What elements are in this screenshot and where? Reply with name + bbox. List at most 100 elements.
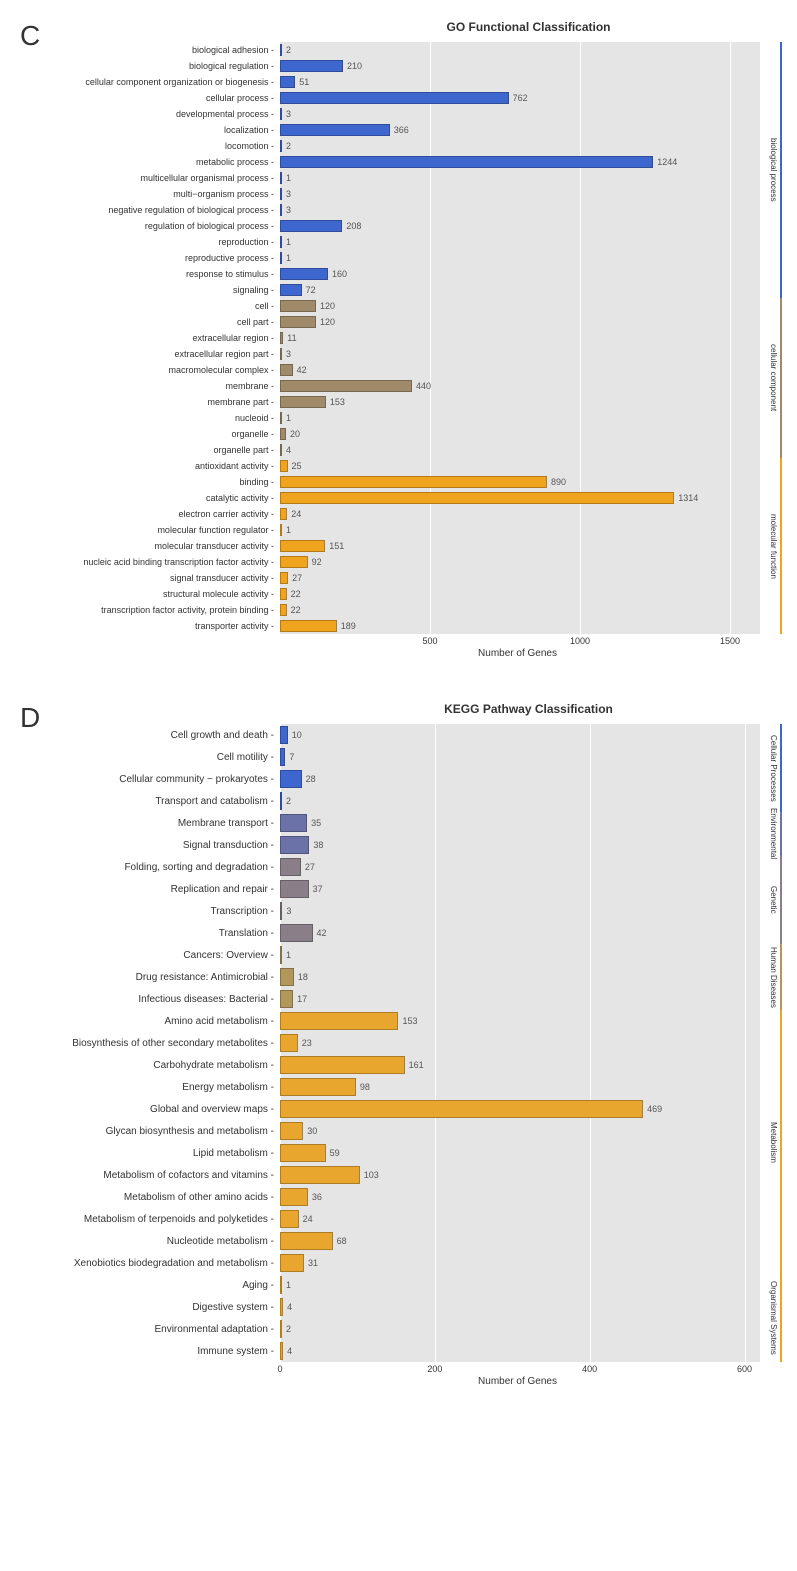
bar xyxy=(280,836,309,854)
bar xyxy=(280,814,307,832)
bar xyxy=(280,1276,282,1294)
bar-row: 31 xyxy=(280,1252,760,1274)
bar-row: 68 xyxy=(280,1230,760,1252)
bar-value: 36 xyxy=(312,1192,322,1202)
bar-row: 1244 xyxy=(280,154,760,170)
category-label: Cell growth and death - xyxy=(20,724,280,746)
category-label: Carbohydrate metabolism - xyxy=(20,1054,280,1076)
bar-value: 208 xyxy=(346,221,361,231)
category-label: localization - xyxy=(20,122,280,138)
bar-row: 161 xyxy=(280,1054,760,1076)
bar xyxy=(280,572,288,585)
bar-value: 20 xyxy=(290,429,300,439)
bar xyxy=(280,792,282,810)
axis-tick: 1500 xyxy=(720,636,740,646)
bar-row: 20 xyxy=(280,426,760,442)
category-label: cellular process - xyxy=(20,90,280,106)
bar-value: 120 xyxy=(320,317,335,327)
bar xyxy=(280,44,282,57)
bar xyxy=(280,858,301,876)
bar xyxy=(280,268,328,281)
bar-value: 92 xyxy=(312,557,322,567)
bar-value: 11 xyxy=(287,333,296,343)
category-label: negative regulation of biological proces… xyxy=(20,202,280,218)
bar xyxy=(280,60,343,73)
category-label: transporter activity - xyxy=(20,618,280,634)
bar xyxy=(280,968,294,986)
legend-segment: Human Diseases xyxy=(769,944,782,1010)
category-label: metabolic process - xyxy=(20,154,280,170)
bar xyxy=(280,380,412,393)
labels-col: biological adhesion -biological regulati… xyxy=(20,42,280,634)
bar-value: 161 xyxy=(409,1060,424,1070)
bar-value: 4 xyxy=(287,1302,292,1312)
bar-row: 24 xyxy=(280,506,760,522)
category-label: Transport and catabolism - xyxy=(20,790,280,812)
chart-title-c: GO Functional Classification xyxy=(20,20,777,34)
bar-value: 27 xyxy=(305,862,315,872)
bar-value: 37 xyxy=(313,884,323,894)
bar-row: 120 xyxy=(280,298,760,314)
category-label: Metabolism of cofactors and vitamins - xyxy=(20,1164,280,1186)
category-label: Amino acid metabolism - xyxy=(20,1010,280,1032)
category-label: regulation of biological process - xyxy=(20,218,280,234)
bar-value: 1 xyxy=(286,950,291,960)
bar xyxy=(280,236,282,249)
category-label: Immune system - xyxy=(20,1340,280,1362)
bar-row: 59 xyxy=(280,1142,760,1164)
bar-row: 27 xyxy=(280,570,760,586)
bar-row: 151 xyxy=(280,538,760,554)
category-label: organelle part - xyxy=(20,442,280,458)
bar xyxy=(280,588,287,601)
bar-value: 3 xyxy=(286,205,291,215)
bar xyxy=(280,1034,298,1052)
bar xyxy=(280,300,316,313)
bar-value: 42 xyxy=(297,365,307,375)
bar xyxy=(280,726,288,744)
category-label: extracellular region - xyxy=(20,330,280,346)
bar-value: 59 xyxy=(330,1148,340,1158)
legend-segment: molecular function xyxy=(769,458,782,634)
category-label: Biosynthesis of other secondary metaboli… xyxy=(20,1032,280,1054)
axis-tick: 400 xyxy=(582,1364,597,1374)
legend-label: Cellular Processes xyxy=(769,735,778,802)
legend-label: biological process xyxy=(769,138,778,202)
bar-value: 4 xyxy=(286,445,291,455)
legend-segment: cellular component xyxy=(769,298,782,458)
bar-value: 153 xyxy=(402,1016,417,1026)
category-label: antioxidant activity - xyxy=(20,458,280,474)
bar xyxy=(280,902,282,920)
category-label: nucleic acid binding transcription facto… xyxy=(20,554,280,570)
bar xyxy=(280,412,282,425)
bar-row: 153 xyxy=(280,1010,760,1032)
bar-row: 25 xyxy=(280,458,760,474)
legend-segment: biological process xyxy=(769,42,782,298)
category-label: Metabolism of terpenoids and polyketides… xyxy=(20,1208,280,1230)
bar-value: 35 xyxy=(311,818,321,828)
axis-tick: 0 xyxy=(277,1364,282,1374)
category-label: membrane part - xyxy=(20,394,280,410)
bar-row: 3 xyxy=(280,186,760,202)
bar-value: 38 xyxy=(313,840,323,850)
bar xyxy=(280,1100,643,1118)
bar-value: 98 xyxy=(360,1082,370,1092)
bar-value: 469 xyxy=(647,1104,662,1114)
bar-value: 2 xyxy=(286,45,291,55)
category-label: cell part - xyxy=(20,314,280,330)
bar-row: 4 xyxy=(280,1340,760,1362)
bar-row: 153 xyxy=(280,394,760,410)
legend-label: Genetic xyxy=(769,886,778,914)
bar-value: 68 xyxy=(337,1236,347,1246)
panel-letter-c: C xyxy=(20,20,40,52)
bar xyxy=(280,770,302,788)
bar-row: 22 xyxy=(280,602,760,618)
axis-tick: 200 xyxy=(427,1364,442,1374)
bar-row: 42 xyxy=(280,922,760,944)
bar-row: 2 xyxy=(280,1318,760,1340)
panel-d: D KEGG Pathway Classification Cell growt… xyxy=(20,702,777,1390)
category-label: Membrane transport - xyxy=(20,812,280,834)
bar xyxy=(280,1298,283,1316)
category-label: Transcription - xyxy=(20,900,280,922)
bar-row: 1 xyxy=(280,944,760,966)
bar-value: 1 xyxy=(286,173,291,183)
